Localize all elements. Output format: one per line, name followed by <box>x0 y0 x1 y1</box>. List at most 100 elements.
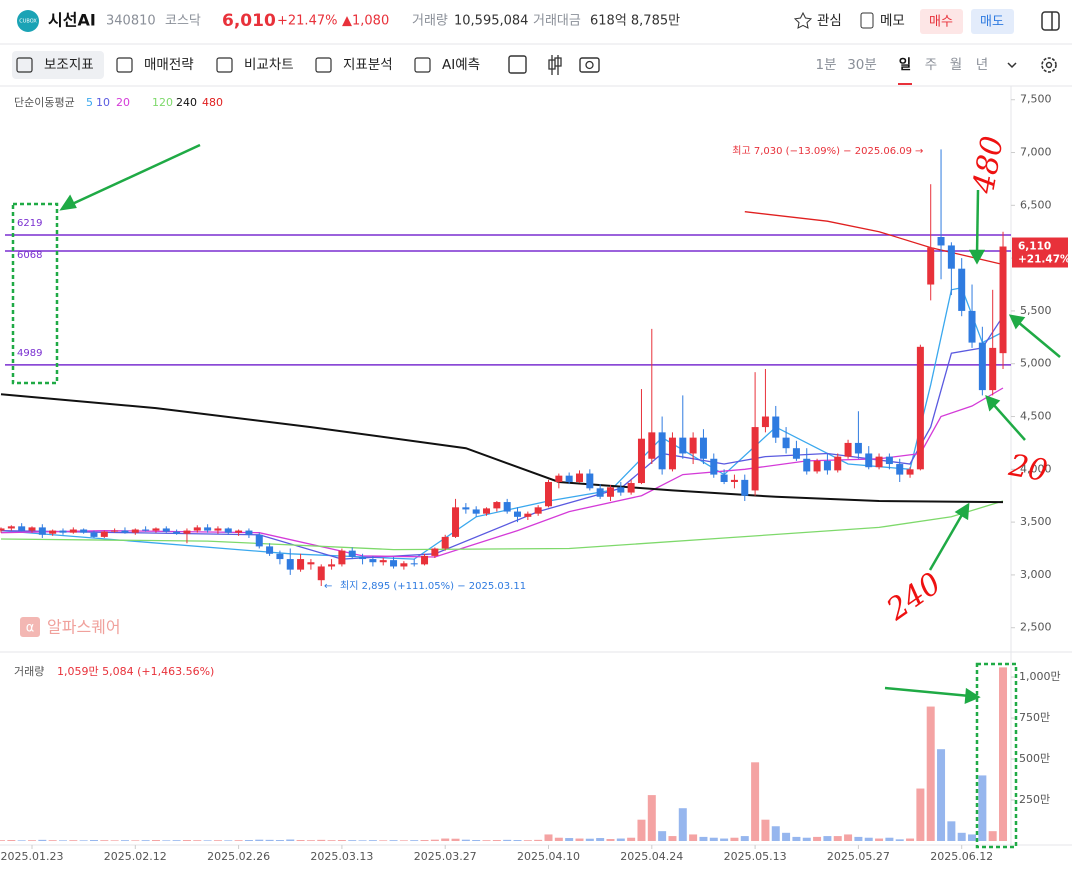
candle-body <box>978 342 986 391</box>
volume-bar <box>461 839 470 841</box>
y-tick-label: 2,500 <box>1020 621 1052 634</box>
checkbox-icon[interactable] <box>508 55 527 74</box>
buy-button[interactable]: 매수 <box>929 15 953 30</box>
volume-bar <box>854 836 863 841</box>
chevron[interactable] <box>1007 62 1017 69</box>
volume-bar <box>523 840 532 841</box>
x-tick-label: 2025.03.13 <box>310 850 373 863</box>
settings-icon[interactable] <box>1041 57 1057 73</box>
tool-icon[interactable] <box>116 57 133 73</box>
ma-line <box>0 393 1004 504</box>
volume-bar <box>864 837 873 841</box>
candle-body <box>617 487 625 493</box>
volume-bar <box>844 834 853 841</box>
volume-bar <box>286 839 295 841</box>
camera-icon[interactable] <box>579 57 600 73</box>
candle-body <box>28 527 36 531</box>
volume-bar <box>503 839 512 841</box>
tool-button[interactable]: 매매전략 <box>144 57 194 73</box>
candle-body <box>575 473 583 482</box>
period-button[interactable]: 월 <box>950 57 962 73</box>
volume-bar <box>389 840 398 841</box>
candle-body <box>307 562 315 565</box>
volume-bar <box>823 836 832 841</box>
price-badge-label: 6,110 <box>1018 241 1051 253</box>
y-tick-label: 4,500 <box>1020 410 1052 423</box>
tool-button[interactable]: 보조지표 <box>44 57 94 73</box>
candle-body <box>761 416 769 428</box>
period-button[interactable]: 30분 <box>847 57 877 73</box>
candle-body <box>338 550 346 565</box>
candle-body <box>348 550 356 557</box>
volume-bar <box>213 840 222 841</box>
settings-icon <box>1045 61 1053 69</box>
volume-bar <box>38 839 47 841</box>
volume-bar <box>410 840 419 841</box>
volume-bar <box>895 839 904 841</box>
volume-bar <box>28 840 36 841</box>
sell-button-bg[interactable] <box>971 9 1014 34</box>
ma-line <box>0 286 1004 560</box>
x-tick-label: 2025.05.13 <box>724 850 787 863</box>
memo-button[interactable]: 메모 <box>880 13 905 29</box>
legend-entry: 5 <box>86 96 93 109</box>
tool-active-bg <box>12 51 104 79</box>
tool-icon[interactable] <box>414 57 431 73</box>
tool-button[interactable]: 비교차트 <box>244 57 294 73</box>
volume-bar <box>637 819 646 841</box>
period-selector: 1분 30분 일 주 월 년 <box>815 57 988 85</box>
volume-bar <box>761 819 770 841</box>
period-button[interactable]: 년 <box>976 57 988 73</box>
volume-bar <box>317 839 326 841</box>
volume-bar <box>999 667 1008 841</box>
y-tick-label: 5,500 <box>1020 304 1052 317</box>
tool-icon[interactable] <box>16 57 33 73</box>
tool-icon[interactable] <box>216 57 233 73</box>
candle-body <box>390 560 398 567</box>
buy-button-bg[interactable] <box>920 9 963 34</box>
candle-icon[interactable] <box>548 55 562 75</box>
candle-body <box>885 456 893 465</box>
candle-body <box>369 559 377 563</box>
volume-bar <box>296 840 305 841</box>
x-tick-label: 2025.05.27 <box>827 850 890 863</box>
volume-bar <box>244 840 253 841</box>
candle-body <box>606 487 614 497</box>
sell-button[interactable]: 매도 <box>980 15 1004 30</box>
candle-body <box>524 513 532 517</box>
y-tick-label: 7,500 <box>1020 93 1052 106</box>
period-button[interactable]: 1분 <box>815 57 836 73</box>
tool-button[interactable]: 지표분석 <box>343 57 393 73</box>
volume-tick-label: 1,000만 <box>1019 670 1061 683</box>
y-tick-label: 4,000 <box>1020 462 1052 475</box>
logo <box>17 10 39 32</box>
stock-code: 340810 <box>106 14 156 29</box>
watch-button[interactable]: 관심 <box>817 13 842 29</box>
candle-body <box>668 437 676 470</box>
memo-icon[interactable] <box>860 12 874 29</box>
candle-body <box>958 268 966 311</box>
panel-icon[interactable] <box>1041 11 1060 31</box>
logo-text: CUBOX <box>19 19 37 25</box>
tool-button[interactable]: AI예측 <box>442 57 480 73</box>
hand-note: 240 <box>880 566 948 628</box>
period-button[interactable]: 일 <box>899 57 911 73</box>
star-icon[interactable] <box>793 11 813 29</box>
candle-body <box>947 245 955 269</box>
volume-bar <box>875 838 884 841</box>
candle-body <box>782 437 790 449</box>
candle-body <box>245 530 253 535</box>
candle-body <box>431 548 439 556</box>
volume-bar <box>885 837 894 841</box>
period-button[interactable]: 주 <box>925 57 937 73</box>
volume-bar <box>358 840 367 841</box>
volume-bar <box>0 840 6 841</box>
volume-bar <box>7 840 16 841</box>
legend-entry: 240 <box>176 96 197 109</box>
candle-body <box>193 527 201 531</box>
candle-body <box>121 530 129 533</box>
volume-bar <box>172 840 181 841</box>
tool-icon[interactable] <box>315 57 332 73</box>
volume-bar <box>699 836 708 841</box>
volume-bar <box>534 839 543 841</box>
